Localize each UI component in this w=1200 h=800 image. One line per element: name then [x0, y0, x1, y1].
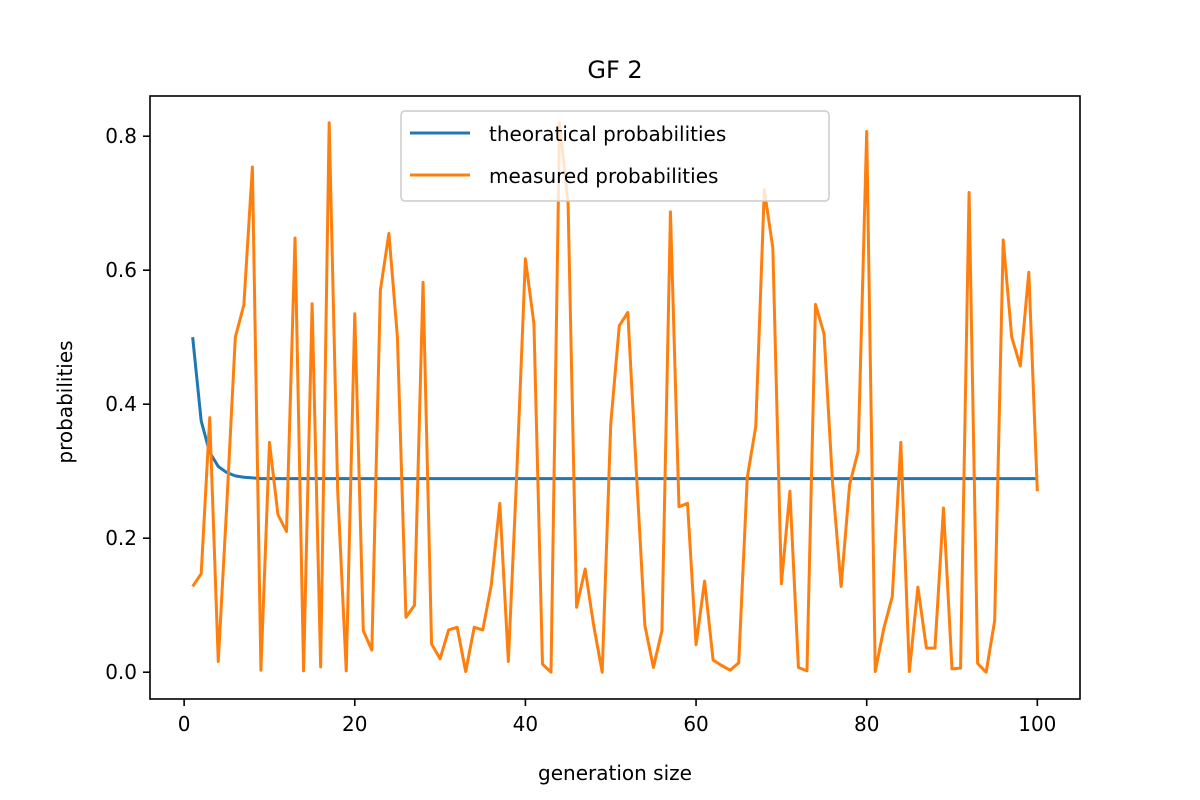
- x-tick-label: 40: [513, 712, 538, 736]
- y-tick-label: 0.6: [105, 258, 137, 282]
- y-tick-label: 0.0: [105, 660, 137, 684]
- x-tick-label: 20: [342, 712, 367, 736]
- y-tick-label: 0.4: [105, 392, 137, 416]
- y-tick-label: 0.2: [105, 526, 137, 550]
- x-tick-label: 100: [1018, 712, 1056, 736]
- x-axis: 0 20 40 60 80 100: [178, 699, 1056, 736]
- series-line-1: [191, 121, 1039, 674]
- legend-label-measured: measured probabilities: [489, 164, 718, 188]
- legend-label-theoratical: theoratical probabilities: [489, 122, 726, 146]
- legend-box: [400, 110, 830, 202]
- plot-frame: [149, 95, 1081, 700]
- y-axis: 0.0 0.2 0.4 0.6 0.8: [105, 124, 150, 684]
- series-layer: [191, 121, 1039, 674]
- legend: theoratical probabilities measured proba…: [400, 110, 830, 202]
- y-axis-label: probabilities: [53, 340, 77, 463]
- y-tick-label: 0.8: [105, 124, 137, 148]
- series-line-0: [191, 337, 1038, 481]
- chart-title: GF 2: [587, 56, 642, 84]
- x-axis-label: generation size: [538, 761, 692, 785]
- x-tick-label: 60: [683, 712, 708, 736]
- x-tick-label: 0: [178, 712, 191, 736]
- x-tick-label: 80: [854, 712, 879, 736]
